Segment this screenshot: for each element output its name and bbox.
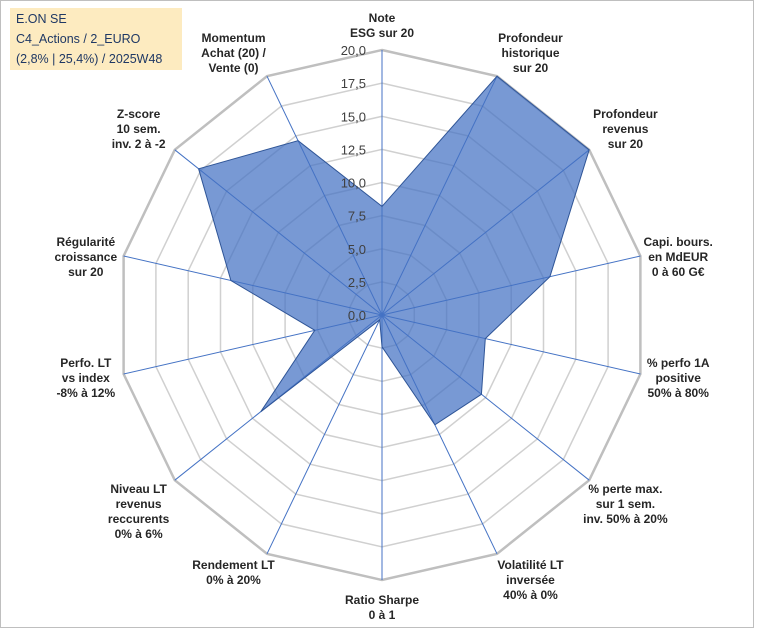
- axis-label-line: 40% à 0%: [503, 588, 558, 602]
- axis-label-line: inv. 2 à -2: [112, 137, 166, 151]
- axis-label-line: 0% à 20%: [206, 573, 261, 587]
- axis-label-line: Perfo. LT: [60, 356, 112, 370]
- axis-label-line: croissance: [54, 250, 117, 264]
- axis-label-line: % perte max.: [588, 482, 662, 496]
- axis-label-line: reccurents: [108, 512, 170, 526]
- tick-label: 5,0: [348, 242, 366, 257]
- title-category: C4_Actions / 2_EURO: [16, 32, 141, 46]
- axis-label-line: sur 1 sem.: [596, 497, 655, 511]
- tick-label: 20,0: [341, 43, 366, 58]
- axis-label-line: Régularité: [56, 235, 115, 249]
- axis-label-line: Z-score: [117, 107, 161, 121]
- axis-label-line: Momentum: [202, 31, 266, 45]
- axis-label-line: positive: [656, 371, 702, 385]
- axis-label-line: Ratio Sharpe: [345, 593, 419, 607]
- axis-label-8: Rendement LT0% à 20%: [192, 558, 275, 587]
- axis-label-line: 50% à 80%: [648, 386, 710, 400]
- axis-label-line: Achat (20) /: [201, 46, 266, 60]
- axis-label-line: ESG sur 20: [350, 26, 414, 40]
- axis-label-line: 0% à 6%: [115, 527, 163, 541]
- title-stats: (2,8% | 25,4%) / 2025W48: [16, 52, 163, 66]
- series-area: [197, 75, 590, 426]
- axis-spoke: [266, 314, 383, 555]
- tick-label: 12,5: [341, 142, 366, 157]
- axis-label-line: vs index: [62, 371, 110, 385]
- axis-label-line: % perfo 1A: [647, 356, 710, 370]
- axis-label-line: -8% à 12%: [56, 386, 115, 400]
- tick-labels: 0,0 2,5 5,0 7,5 10,0 12,5 15,0 17,5 20,0: [341, 43, 366, 323]
- tick-label: 2,5: [348, 275, 366, 290]
- axis-label-line: revenus: [602, 122, 648, 136]
- tick-label: 17,5: [341, 76, 366, 91]
- axis-label-line: en MdEUR: [648, 250, 708, 264]
- axis-label-line: Rendement LT: [192, 558, 275, 572]
- tick-label: 7,5: [348, 209, 366, 224]
- axis-label-line: sur 20: [608, 137, 644, 151]
- axis-label-line: 0 à 60 G€: [652, 265, 705, 279]
- axis-label-line: inv. 50% à 20%: [583, 512, 668, 526]
- title-stock-name: E.ON SE: [16, 12, 67, 26]
- axis-label-line: Profondeur: [498, 31, 563, 45]
- axis-label-5: % perte max.sur 1 sem.inv. 50% à 20%: [583, 482, 668, 526]
- axis-label-line: 0 à 1: [369, 608, 396, 622]
- tick-label: 10,0: [341, 176, 366, 191]
- series-layer: [197, 75, 590, 426]
- chart-title-box: E.ON SE C4_Actions / 2_EURO (2,8% | 25,4…: [10, 8, 182, 70]
- tick-label: 15,0: [341, 109, 366, 124]
- axis-label-line: Note: [369, 11, 396, 25]
- axis-label-line: revenus: [116, 497, 162, 511]
- tick-label: 0,0: [348, 308, 366, 323]
- axis-label-line: Niveau LT: [110, 482, 167, 496]
- axis-label-line: 10 sem.: [117, 122, 161, 136]
- axis-label-line: historique: [501, 46, 559, 60]
- axis-label-line: inversée: [506, 573, 555, 587]
- axis-label-line: Profondeur: [593, 107, 658, 121]
- axis-label-line: sur 20: [513, 61, 549, 75]
- axis-label-line: Capi. bours.: [644, 235, 713, 249]
- axis-label-line: sur 20: [68, 265, 104, 279]
- axis-label-line: Vente (0): [208, 61, 258, 75]
- axis-label-line: Volatilité LT: [497, 558, 564, 572]
